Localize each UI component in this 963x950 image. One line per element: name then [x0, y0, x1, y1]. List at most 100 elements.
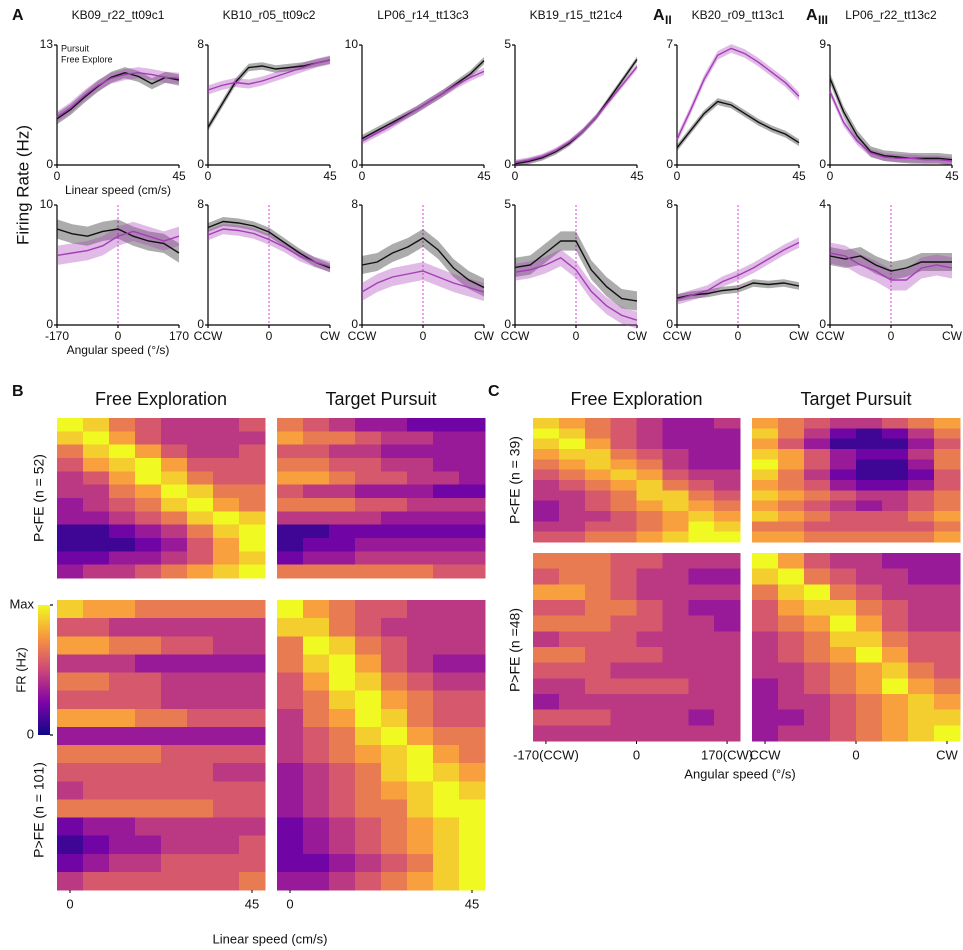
heatmap-cell	[662, 725, 689, 742]
series-line	[829, 78, 953, 161]
heatmap-cell	[830, 469, 857, 481]
heatmap-cell	[533, 631, 560, 648]
heatmap-cell	[688, 500, 715, 512]
x-tick-label: 0	[420, 329, 427, 343]
heatmap-cell	[934, 490, 961, 502]
heatmap-cell	[533, 725, 560, 742]
heatmap-cell	[856, 600, 883, 617]
heatmap-cell	[830, 521, 857, 533]
heatmap-cell	[584, 469, 612, 481]
heatmap-cell	[161, 871, 188, 891]
heatmap-cell	[57, 618, 84, 637]
heatmap-cell	[135, 708, 162, 728]
x-tick-label: 45	[630, 169, 644, 183]
heatmap-cell	[752, 500, 779, 512]
heatmap-cell	[109, 498, 136, 512]
heatmap-cell	[135, 781, 162, 800]
heatmap-cell	[109, 835, 136, 855]
heatmap-cell	[329, 799, 356, 818]
heatmap-cell	[303, 835, 330, 855]
heatmap-cell	[804, 500, 831, 512]
heatmap-cell	[584, 511, 612, 522]
heatmap-cell	[407, 551, 434, 566]
heatmap-cell	[213, 672, 240, 692]
heatmap-cell	[83, 745, 110, 764]
heatmap-cell	[109, 708, 136, 728]
heatmap-cell	[882, 553, 909, 570]
heatmap-cell	[714, 449, 741, 460]
heatmap-cell	[882, 631, 909, 648]
heatmap-cell	[662, 521, 689, 533]
heatmap-cell	[610, 418, 637, 429]
heatmap-cell	[804, 469, 831, 481]
heatmap-cell	[303, 498, 330, 512]
heatmap-cell	[83, 538, 110, 552]
heatmap-cell	[584, 568, 612, 585]
heatmap-cell	[908, 694, 935, 711]
heatmap-cell	[187, 871, 214, 891]
y-tick-label: 0	[46, 317, 53, 331]
heatmap-cell	[804, 449, 831, 460]
heatmap-cell	[533, 511, 560, 522]
heatmap-cell	[83, 654, 110, 673]
heatmap-cell	[830, 500, 857, 512]
heatmap-cell	[381, 511, 408, 526]
colorbar-tick-label: Max	[9, 596, 34, 611]
heatmap-cell	[57, 498, 84, 512]
heatmap-cell	[714, 459, 741, 471]
heatmap-cell	[584, 725, 612, 742]
heatmap-cell	[804, 568, 831, 585]
series-line	[56, 71, 180, 118]
heatmap-cell	[329, 636, 356, 655]
heatmap-cell	[433, 763, 460, 782]
heatmap-cell	[558, 584, 586, 601]
heatmap-cell	[459, 799, 486, 818]
error-band	[677, 44, 799, 144]
heatmap-cell	[778, 521, 805, 533]
heatmap-cell	[381, 498, 408, 512]
heatmap-cell	[187, 471, 214, 486]
heatmap-cell	[57, 817, 84, 837]
heatmap-cell	[239, 835, 266, 855]
series-line	[56, 228, 180, 254]
heatmap-cell	[355, 835, 382, 855]
heatmap-cell	[433, 431, 460, 446]
heatmap-cell	[355, 551, 382, 566]
x-tick-label: 0	[512, 169, 519, 183]
heatmap-cell	[856, 428, 883, 440]
heatmap-cell	[533, 480, 560, 491]
heatmap-cell	[558, 449, 586, 460]
heatmap-cell	[804, 662, 831, 679]
heatmap-cell	[533, 709, 560, 726]
heatmap-cell	[778, 469, 805, 481]
heatmap-cell	[856, 694, 883, 711]
heatmap-cell	[355, 871, 382, 891]
heatmap-cell	[303, 418, 330, 432]
heatmap-cell	[584, 600, 612, 617]
heatmap-cell	[533, 615, 560, 632]
heatmap-cell	[908, 615, 935, 632]
heatmap-cell	[934, 418, 961, 429]
row-label: P<FE (n = 39)	[507, 436, 523, 524]
heatmap-cell	[83, 690, 110, 710]
heatmap-cell	[381, 458, 408, 472]
heatmap-cell	[239, 600, 266, 619]
heatmap-cell	[329, 471, 356, 486]
heatmap-cell	[714, 469, 741, 481]
heatmap-cell	[584, 459, 612, 471]
heatmap-cell	[135, 511, 162, 526]
heatmap-cell	[584, 647, 612, 664]
heatmap-cell	[135, 763, 162, 782]
heatmap-cell	[161, 853, 188, 873]
heatmap-cell	[636, 631, 663, 648]
heatmap-cell	[804, 480, 831, 491]
heatmap-cell	[213, 551, 240, 566]
heatmap-cell	[533, 662, 560, 679]
heatmap-cell	[714, 490, 741, 502]
heatmap-cell	[584, 678, 612, 695]
heatmap-cell	[239, 654, 266, 673]
heatmap-cell	[83, 636, 110, 655]
heatmap-cell	[882, 584, 909, 601]
heatmap-cell	[558, 490, 586, 502]
heatmap-cell	[407, 524, 434, 539]
